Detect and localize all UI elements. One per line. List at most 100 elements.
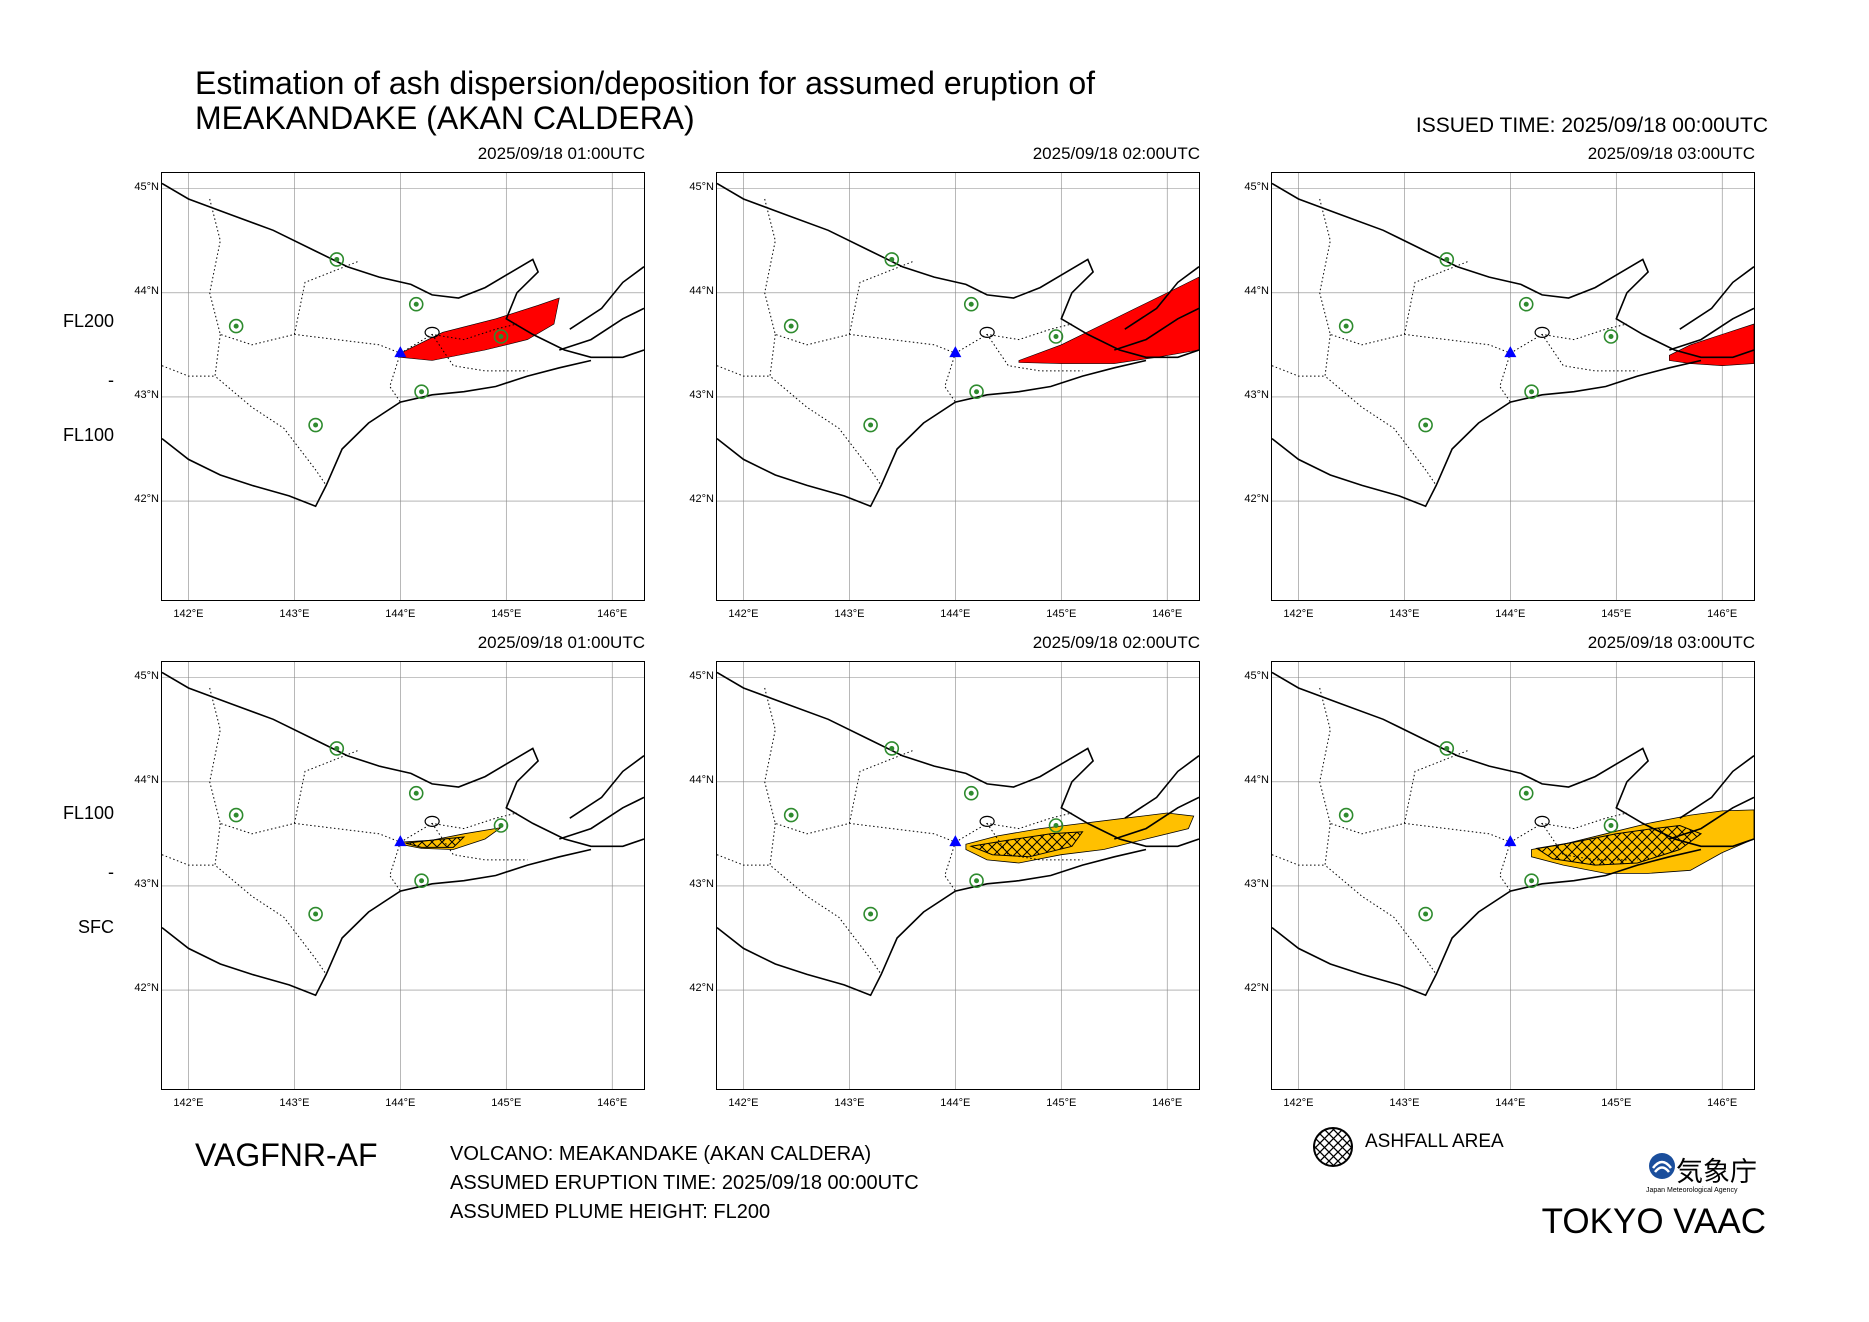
subprefecture-border [214, 823, 327, 975]
subprefecture-border [955, 812, 1073, 843]
coastline [1114, 796, 1199, 840]
panel-time-label: 2025/09/18 01:00UTC [477, 144, 645, 163]
city-marker-icon [1603, 818, 1619, 833]
subprefecture-border [162, 365, 215, 377]
latitude-tick-label: 43°N [134, 877, 159, 890]
latitude-tick-label: 45°N [689, 180, 714, 193]
city-marker-icon [329, 252, 345, 267]
longitude-tick-label: 145°E [1601, 608, 1632, 620]
longitude-tick-label: 144°E [385, 1097, 416, 1109]
panel-time-label: 2025/09/18 01:00UTC [477, 633, 645, 652]
city-marker-icon [1518, 785, 1534, 801]
subprefecture-border [1403, 750, 1469, 824]
volcano-marker-icon [394, 835, 407, 847]
city-marker-icon [414, 384, 429, 400]
latitude-tick-label: 42°N [689, 493, 714, 506]
longitude-tick-label: 142°E [728, 1097, 759, 1109]
subprefecture-border [214, 334, 327, 486]
row1-upper-level: FL200 [63, 311, 115, 331]
volcano-marker-icon [1504, 835, 1517, 847]
longitude-tick-label: 143°E [279, 608, 310, 620]
latitude-tick-label: 44°N [134, 773, 159, 786]
subprefecture-border [1510, 323, 1628, 354]
longitude-tick-label: 143°E [1389, 1097, 1420, 1109]
panel-time-label: 2025/09/18 03:00UTC [1587, 633, 1755, 652]
longitude-tick-label: 145°E [491, 1097, 522, 1109]
map-svg [162, 662, 644, 1089]
coastline [162, 359, 592, 508]
city-marker-icon [969, 384, 984, 400]
subprefecture-border [769, 334, 882, 486]
map-panel [1271, 172, 1755, 601]
latitude-tick-label: 44°N [689, 773, 714, 786]
city-marker-icon [408, 296, 424, 312]
ashfall-area [1535, 824, 1703, 866]
map-panel [161, 661, 645, 1090]
city-marker-icon [1418, 906, 1433, 922]
subprefecture-border [764, 687, 957, 892]
subprefecture-border [400, 323, 518, 354]
city-marker-icon [863, 417, 878, 433]
coastline [717, 182, 1199, 359]
city-marker-icon [963, 785, 979, 801]
subprefecture-border [162, 854, 215, 866]
product-code: VAGFNR-AF [195, 1137, 378, 1173]
coastline [1669, 307, 1754, 351]
longitude-tick-label: 144°E [385, 608, 416, 620]
map-svg [717, 173, 1199, 600]
lake-outline [979, 326, 995, 338]
city-marker-icon [1338, 318, 1354, 334]
city-marker-icon [1524, 384, 1539, 400]
latitude-tick-label: 43°N [689, 388, 714, 401]
longitude-tick-label: 144°E [1495, 1097, 1526, 1109]
subprefecture-border [848, 261, 914, 335]
jma-subtitle: Japan Meteorological Agency [1646, 1187, 1738, 1194]
city-marker-icon [1439, 741, 1455, 756]
title-line-1: Estimation of ash dispersion/deposition … [195, 65, 1096, 101]
longitude-tick-label: 145°E [1046, 608, 1077, 620]
coastline [1124, 755, 1199, 819]
longitude-tick-label: 144°E [1495, 608, 1526, 620]
lake-outline [1534, 815, 1550, 827]
longitude-tick-label: 144°E [940, 1097, 971, 1109]
row2-lower-level: SFC [78, 917, 114, 937]
map-svg [717, 662, 1199, 1089]
longitude-tick-label: 142°E [1283, 608, 1314, 620]
panel-time-label: 2025/09/18 03:00UTC [1587, 144, 1755, 163]
city-marker-icon [783, 807, 799, 823]
lake-outline [1534, 326, 1550, 338]
coastline [162, 848, 592, 997]
longitude-tick-label: 145°E [1601, 1097, 1632, 1109]
longitude-tick-label: 145°E [491, 608, 522, 620]
volcano-marker-icon [394, 346, 407, 358]
city-marker-icon [408, 785, 424, 801]
jma-logo-icon [1649, 1153, 1675, 1179]
latitude-tick-label: 42°N [134, 493, 159, 506]
city-marker-icon [1439, 252, 1455, 267]
longitude-tick-label: 143°E [834, 1097, 865, 1109]
coastline [1124, 266, 1199, 330]
latitude-tick-label: 42°N [1244, 493, 1269, 506]
lake-outline [424, 815, 440, 827]
city-marker-icon [329, 741, 345, 756]
longitude-tick-label: 143°E [1389, 608, 1420, 620]
map-svg [162, 173, 644, 600]
ashfall-legend-label: ASHFALL AREA [1365, 1131, 1504, 1152]
subprefecture-border [769, 823, 882, 975]
latitude-tick-label: 45°N [1244, 180, 1269, 193]
coastline [717, 359, 1147, 508]
row1-dash: - [108, 370, 114, 390]
latitude-tick-label: 43°N [1244, 388, 1269, 401]
city-marker-icon [228, 318, 244, 334]
latitude-tick-label: 43°N [134, 388, 159, 401]
map-panel [1271, 661, 1755, 1090]
eruption-info: VOLCANO: MEAKANDAKE (AKAN CALDERA) ASSUM… [450, 1140, 919, 1227]
coastline [1272, 359, 1702, 508]
latitude-tick-label: 44°N [689, 284, 714, 297]
volcano-name: VOLCANO: MEAKANDAKE (AKAN CALDERA) [450, 1143, 872, 1165]
longitude-tick-label: 142°E [1283, 1097, 1314, 1109]
city-marker-icon [493, 329, 509, 344]
plume-height: ASSUMED PLUME HEIGHT: FL200 [450, 1201, 771, 1223]
longitude-tick-label: 146°E [597, 608, 628, 620]
city-marker-icon [414, 873, 429, 889]
